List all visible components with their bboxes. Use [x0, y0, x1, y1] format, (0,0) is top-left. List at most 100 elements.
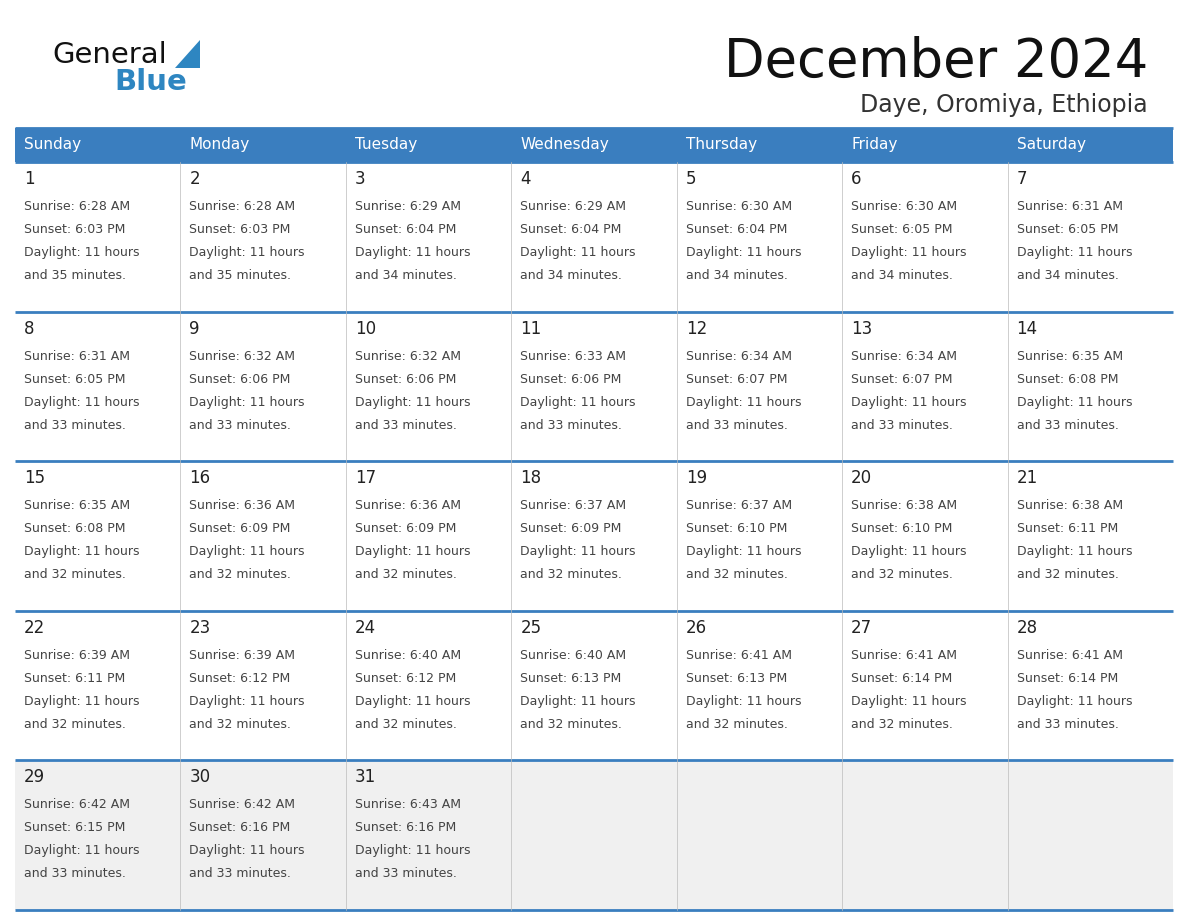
Text: Sunset: 6:09 PM: Sunset: 6:09 PM	[520, 522, 621, 535]
Text: and 32 minutes.: and 32 minutes.	[355, 568, 456, 581]
Bar	[511, 162, 677, 311]
Text: Sunrise: 6:35 AM: Sunrise: 6:35 AM	[1017, 350, 1123, 363]
Bar	[1007, 760, 1173, 910]
Text: Sunset: 6:15 PM: Sunset: 6:15 PM	[24, 822, 126, 834]
Text: 21: 21	[1017, 469, 1038, 487]
Text: Sunset: 6:11 PM: Sunset: 6:11 PM	[1017, 522, 1118, 535]
Text: 12: 12	[685, 319, 707, 338]
Text: Sunrise: 6:37 AM: Sunrise: 6:37 AM	[520, 499, 626, 512]
Bar	[842, 128, 1007, 162]
Text: Sunrise: 6:38 AM: Sunrise: 6:38 AM	[851, 499, 958, 512]
Text: 24: 24	[355, 619, 375, 637]
Text: 28: 28	[1017, 619, 1037, 637]
Text: Daylight: 11 hours: Daylight: 11 hours	[24, 545, 139, 558]
Text: Wednesday: Wednesday	[520, 138, 609, 152]
Text: Sunset: 6:08 PM: Sunset: 6:08 PM	[24, 522, 126, 535]
Bar	[677, 760, 842, 910]
Text: Sunrise: 6:33 AM: Sunrise: 6:33 AM	[520, 350, 626, 363]
Text: December 2024: December 2024	[723, 36, 1148, 88]
Text: 11: 11	[520, 319, 542, 338]
Text: 13: 13	[851, 319, 872, 338]
Text: Sunrise: 6:41 AM: Sunrise: 6:41 AM	[1017, 649, 1123, 662]
Bar	[346, 162, 511, 311]
Text: Sunset: 6:05 PM: Sunset: 6:05 PM	[1017, 223, 1118, 236]
Text: and 34 minutes.: and 34 minutes.	[355, 269, 456, 282]
Text: Sunset: 6:11 PM: Sunset: 6:11 PM	[24, 672, 125, 685]
Text: Daylight: 11 hours: Daylight: 11 hours	[189, 695, 305, 708]
Text: Sunset: 6:05 PM: Sunset: 6:05 PM	[24, 373, 126, 386]
Text: and 32 minutes.: and 32 minutes.	[685, 568, 788, 581]
Text: Sunrise: 6:32 AM: Sunrise: 6:32 AM	[355, 350, 461, 363]
Text: and 34 minutes.: and 34 minutes.	[685, 269, 788, 282]
Text: Sunset: 6:12 PM: Sunset: 6:12 PM	[355, 672, 456, 685]
Text: Sunrise: 6:30 AM: Sunrise: 6:30 AM	[685, 200, 792, 213]
Text: and 33 minutes.: and 33 minutes.	[685, 419, 788, 431]
Text: and 32 minutes.: and 32 minutes.	[851, 568, 953, 581]
Bar	[346, 461, 511, 610]
Text: Sunrise: 6:38 AM: Sunrise: 6:38 AM	[1017, 499, 1123, 512]
Text: Sunrise: 6:29 AM: Sunrise: 6:29 AM	[520, 200, 626, 213]
Bar	[842, 461, 1007, 610]
Text: 3: 3	[355, 170, 366, 188]
Text: Sunset: 6:14 PM: Sunset: 6:14 PM	[1017, 672, 1118, 685]
Text: Daylight: 11 hours: Daylight: 11 hours	[851, 545, 967, 558]
Text: Sunrise: 6:40 AM: Sunrise: 6:40 AM	[355, 649, 461, 662]
Text: Sunrise: 6:31 AM: Sunrise: 6:31 AM	[1017, 200, 1123, 213]
Text: Daylight: 11 hours: Daylight: 11 hours	[355, 396, 470, 409]
Text: Monday: Monday	[189, 138, 249, 152]
Text: Sunset: 6:14 PM: Sunset: 6:14 PM	[851, 672, 953, 685]
Text: Daylight: 11 hours: Daylight: 11 hours	[355, 695, 470, 708]
Text: 6: 6	[851, 170, 861, 188]
Text: 19: 19	[685, 469, 707, 487]
Text: and 33 minutes.: and 33 minutes.	[851, 419, 953, 431]
Bar	[15, 610, 181, 760]
Text: 18: 18	[520, 469, 542, 487]
Text: Daylight: 11 hours: Daylight: 11 hours	[520, 545, 636, 558]
Text: Sunrise: 6:42 AM: Sunrise: 6:42 AM	[24, 799, 129, 812]
Text: Sunset: 6:04 PM: Sunset: 6:04 PM	[355, 223, 456, 236]
Text: Tuesday: Tuesday	[355, 138, 417, 152]
Text: Friday: Friday	[851, 138, 897, 152]
Text: Sunrise: 6:34 AM: Sunrise: 6:34 AM	[685, 350, 791, 363]
Text: 26: 26	[685, 619, 707, 637]
Text: Sunset: 6:05 PM: Sunset: 6:05 PM	[851, 223, 953, 236]
Text: and 32 minutes.: and 32 minutes.	[851, 718, 953, 731]
Text: 29: 29	[24, 768, 45, 787]
Text: 20: 20	[851, 469, 872, 487]
Bar	[346, 311, 511, 461]
Bar	[15, 311, 181, 461]
Bar	[511, 128, 677, 162]
Bar	[677, 461, 842, 610]
Bar	[181, 162, 346, 311]
Bar	[15, 128, 181, 162]
Text: Sunrise: 6:30 AM: Sunrise: 6:30 AM	[851, 200, 958, 213]
Bar	[1007, 128, 1173, 162]
Text: Sunset: 6:04 PM: Sunset: 6:04 PM	[685, 223, 788, 236]
Text: Sunset: 6:06 PM: Sunset: 6:06 PM	[189, 373, 291, 386]
Bar	[511, 461, 677, 610]
Text: Thursday: Thursday	[685, 138, 757, 152]
Text: Daylight: 11 hours: Daylight: 11 hours	[520, 695, 636, 708]
Text: Daylight: 11 hours: Daylight: 11 hours	[189, 396, 305, 409]
Text: 17: 17	[355, 469, 375, 487]
Text: Sunday: Sunday	[24, 138, 81, 152]
Bar	[677, 610, 842, 760]
Text: Daylight: 11 hours: Daylight: 11 hours	[1017, 396, 1132, 409]
Bar	[1007, 610, 1173, 760]
Bar	[15, 461, 181, 610]
Text: and 33 minutes.: and 33 minutes.	[24, 419, 126, 431]
Bar	[842, 760, 1007, 910]
Text: Sunset: 6:03 PM: Sunset: 6:03 PM	[24, 223, 126, 236]
Text: Daylight: 11 hours: Daylight: 11 hours	[24, 695, 139, 708]
Text: and 32 minutes.: and 32 minutes.	[685, 718, 788, 731]
Bar	[181, 610, 346, 760]
Text: and 32 minutes.: and 32 minutes.	[189, 718, 291, 731]
Text: 8: 8	[24, 319, 34, 338]
Text: and 33 minutes.: and 33 minutes.	[189, 868, 291, 880]
Text: Sunset: 6:09 PM: Sunset: 6:09 PM	[355, 522, 456, 535]
Bar	[181, 311, 346, 461]
Text: 10: 10	[355, 319, 375, 338]
Text: Daylight: 11 hours: Daylight: 11 hours	[685, 545, 801, 558]
Bar	[346, 128, 511, 162]
Text: Sunrise: 6:37 AM: Sunrise: 6:37 AM	[685, 499, 792, 512]
